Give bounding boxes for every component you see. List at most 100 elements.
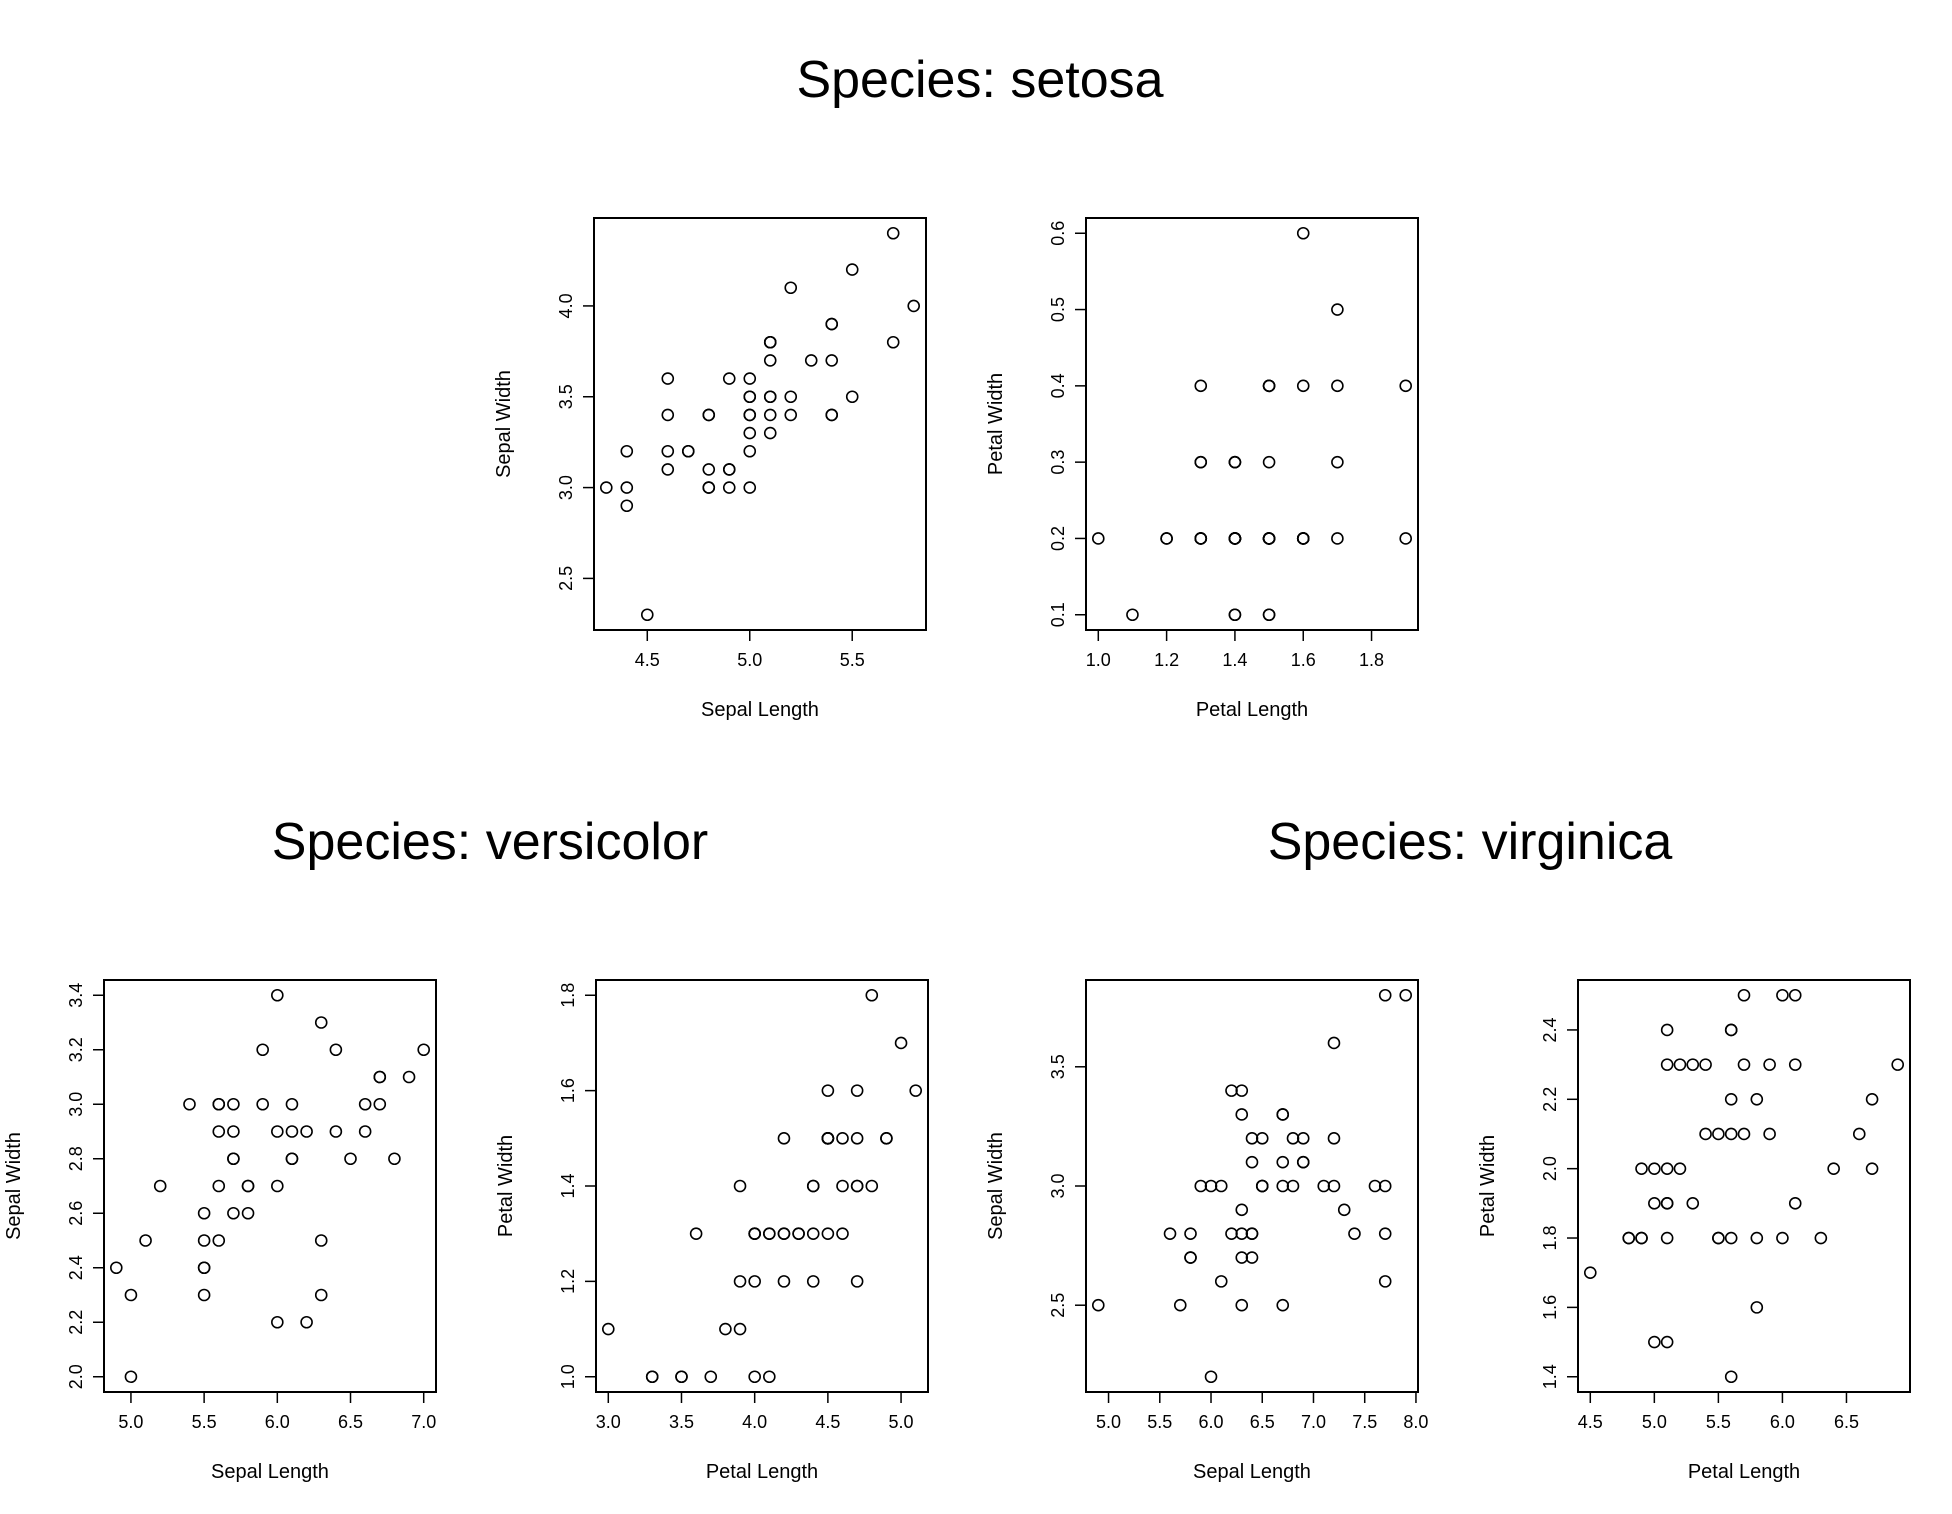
data-point bbox=[1235, 1108, 1249, 1121]
data-point bbox=[1225, 1227, 1238, 1240]
data-point bbox=[733, 1275, 747, 1288]
data-point bbox=[358, 1097, 372, 1111]
data-point bbox=[704, 1370, 718, 1384]
data-point bbox=[1228, 532, 1242, 545]
x-tick-label: 6.0 bbox=[1198, 1412, 1223, 1432]
y-tick-label: 0.1 bbox=[1048, 602, 1068, 627]
data-point bbox=[1276, 1108, 1290, 1121]
y-axis-title: Petal Width bbox=[495, 1135, 517, 1237]
x-tick-label: 6.5 bbox=[1250, 1412, 1275, 1432]
data-point bbox=[212, 1234, 226, 1247]
data-point bbox=[1194, 532, 1208, 545]
x-tick-label: 6.5 bbox=[338, 1412, 363, 1432]
data-point bbox=[1245, 1227, 1259, 1240]
x-tick-label: 1.4 bbox=[1222, 650, 1247, 670]
data-point bbox=[1276, 1179, 1290, 1193]
y-axis-title: Petal Width bbox=[985, 373, 1007, 475]
data-point bbox=[1737, 1127, 1751, 1141]
data-point bbox=[620, 481, 634, 494]
data-point bbox=[806, 1227, 820, 1240]
data-point bbox=[1331, 455, 1344, 469]
y-tick-label: 1.4 bbox=[1540, 1364, 1560, 1389]
data-point bbox=[1399, 379, 1413, 393]
data-point bbox=[1126, 608, 1139, 622]
x-tick-label: 8.0 bbox=[1403, 1412, 1428, 1432]
data-point bbox=[1091, 1298, 1105, 1312]
y-tick-label: 2.0 bbox=[66, 1364, 86, 1389]
data-point bbox=[1194, 1179, 1208, 1193]
data-point bbox=[1262, 608, 1276, 622]
data-point bbox=[285, 1125, 299, 1138]
data-point bbox=[850, 1275, 864, 1288]
data-point bbox=[886, 335, 900, 349]
data-point bbox=[197, 1234, 211, 1247]
data-point bbox=[743, 408, 757, 422]
data-point bbox=[402, 1070, 416, 1084]
data-point bbox=[1788, 988, 1802, 1002]
data-point bbox=[1255, 1132, 1269, 1145]
data-point bbox=[1660, 1023, 1674, 1037]
data-point bbox=[806, 1179, 820, 1193]
data-point bbox=[388, 1152, 401, 1166]
data-point bbox=[285, 1152, 299, 1166]
data-point bbox=[743, 426, 757, 440]
data-point bbox=[227, 1152, 240, 1166]
data-point bbox=[763, 354, 777, 367]
data-point bbox=[197, 1288, 211, 1302]
data-point bbox=[358, 1125, 372, 1138]
data-point bbox=[1686, 1058, 1700, 1071]
data-point bbox=[601, 1322, 615, 1336]
data-point bbox=[1635, 1231, 1648, 1245]
data-point bbox=[1648, 1162, 1661, 1175]
y-tick-label: 3.4 bbox=[66, 983, 86, 1008]
data-point bbox=[1788, 1058, 1802, 1071]
data-point bbox=[777, 1132, 791, 1145]
data-point bbox=[1891, 1058, 1905, 1071]
data-point bbox=[1673, 1058, 1687, 1071]
plot-frame bbox=[593, 217, 927, 631]
data-point bbox=[1660, 1058, 1674, 1071]
y-axis-title: Sepal Width bbox=[3, 1132, 25, 1240]
data-point bbox=[153, 1179, 167, 1193]
y-tick-label: 0.6 bbox=[1048, 221, 1068, 246]
data-point bbox=[1776, 988, 1789, 1002]
data-point bbox=[907, 299, 921, 313]
data-point bbox=[124, 1370, 138, 1384]
data-point bbox=[763, 1370, 776, 1384]
data-point bbox=[1204, 1370, 1218, 1384]
data-point bbox=[1865, 1162, 1879, 1175]
data-point bbox=[1262, 532, 1276, 545]
panel-setosa-sepal: 4.5 5.0 5.5 2.5 3.0 3.5 4.0 Sepal Length Sepal W… bbox=[493, 217, 927, 721]
data-point bbox=[1296, 532, 1310, 545]
data-point bbox=[661, 444, 675, 458]
plot-frame bbox=[1577, 979, 1911, 1393]
x-axis-title: Sepal Length bbox=[701, 699, 819, 721]
title-setosa: Species: setosa bbox=[796, 51, 1164, 109]
data-point bbox=[821, 1132, 835, 1145]
data-point bbox=[777, 1227, 791, 1240]
data-point bbox=[1622, 1231, 1636, 1245]
y-axis-title: Sepal Width bbox=[985, 1132, 1007, 1240]
data-point bbox=[1648, 1197, 1661, 1210]
x-tick-label: 1.2 bbox=[1154, 650, 1179, 670]
data-point bbox=[1648, 1335, 1661, 1349]
y-tick-label: 2.5 bbox=[556, 566, 576, 591]
data-point bbox=[1827, 1162, 1840, 1175]
data-point bbox=[227, 1125, 240, 1138]
data-point bbox=[1214, 1275, 1228, 1288]
x-tick-label: 4.5 bbox=[815, 1412, 840, 1432]
data-point bbox=[314, 1288, 328, 1302]
plot-frame bbox=[103, 979, 437, 1393]
data-point bbox=[792, 1227, 805, 1240]
data-point bbox=[1660, 1162, 1674, 1175]
data-point bbox=[329, 1125, 343, 1138]
data-point bbox=[271, 988, 284, 1002]
data-point bbox=[763, 1227, 776, 1240]
data-point bbox=[784, 281, 798, 295]
x-tick-label: 5.5 bbox=[840, 650, 865, 670]
x-tick-label: 6.0 bbox=[265, 1412, 290, 1432]
data-point bbox=[271, 1179, 284, 1193]
data-point bbox=[183, 1097, 196, 1111]
data-point bbox=[836, 1179, 849, 1193]
data-point bbox=[271, 1125, 284, 1138]
